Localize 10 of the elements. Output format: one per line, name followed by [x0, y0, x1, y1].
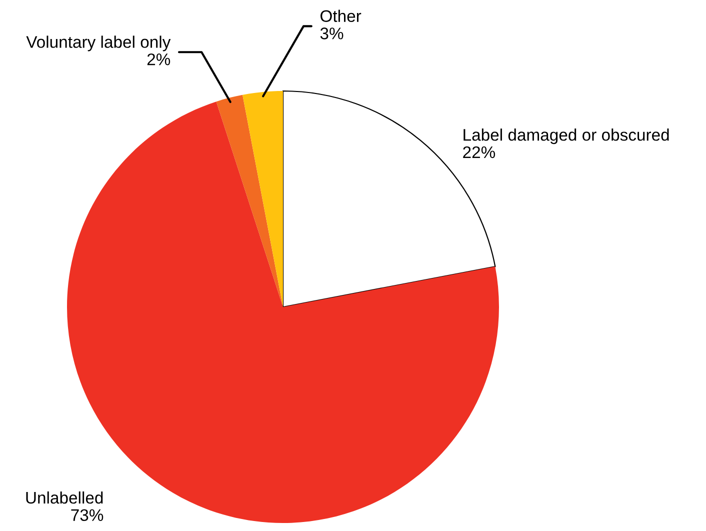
data-label: 2%: [147, 53, 170, 66]
pie-slice: [242, 91, 283, 307]
data-label: 3%: [320, 28, 344, 40]
data-label: 73%: [71, 509, 104, 522]
slice-label: Other: [320, 10, 362, 22]
slice-label: Label damaged or obscured: [464, 128, 669, 144]
pie-slice: [216, 94, 283, 307]
slice-label: Voluntary label only: [26, 36, 171, 52]
slice-label: Unlabelled: [26, 491, 103, 504]
data-label: 22%: [463, 146, 496, 158]
